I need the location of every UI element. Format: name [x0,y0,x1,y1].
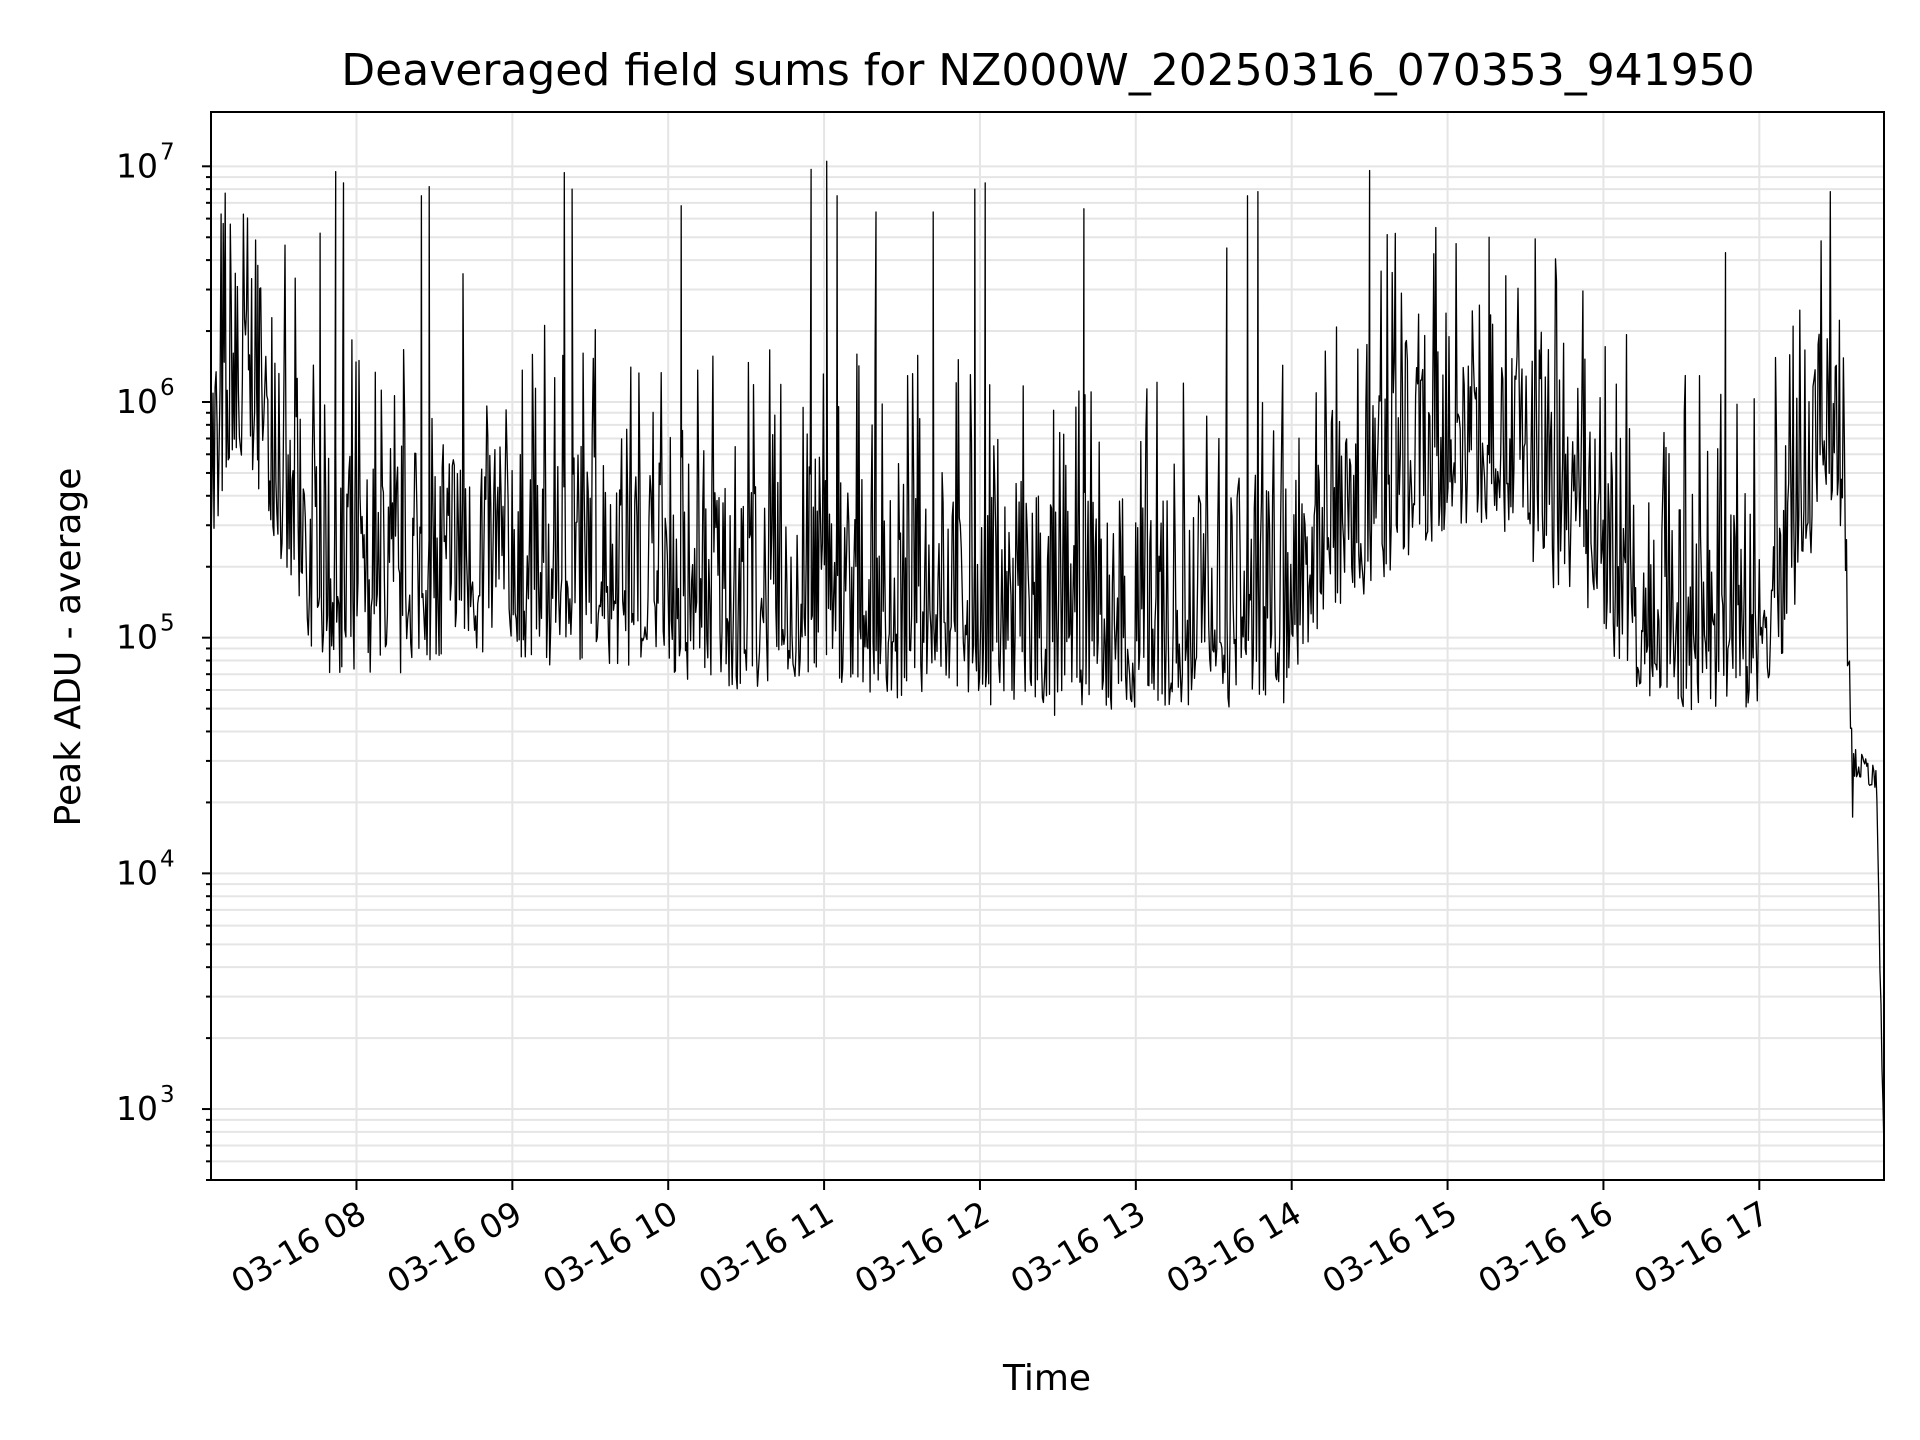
grid-lines [211,112,1884,1181]
series-line [211,160,1884,1151]
y-tick-label: 10 3 [116,1082,175,1128]
y-tick-label: 10 5 [116,611,175,657]
y-tick-exponent: 3 [160,1082,175,1108]
y-tick-base: 10 [116,853,158,892]
series-layer [211,160,1884,1151]
y-tick-base: 10 [116,618,158,657]
y-tick-base: 10 [116,1089,158,1128]
x-axis-label: Time [1002,1358,1091,1399]
y-tick-base: 10 [116,382,158,421]
y-tick-label: 10 6 [116,375,175,421]
y-tick-exponent: 4 [160,846,175,872]
y-tick-base: 10 [116,146,158,185]
y-tick-exponent: 7 [160,139,175,165]
y-tick-exponent: 5 [160,611,175,637]
y-tick-exponent: 6 [160,375,175,401]
y-tick-label: 10 7 [116,139,175,185]
chart-title: Deaveraged field sums for NZ000W_2025031… [341,45,1754,96]
plot-frame [210,111,1885,1181]
y-axis-label: Peak ADU - average [48,468,89,827]
y-tick-label: 10 4 [116,846,175,892]
